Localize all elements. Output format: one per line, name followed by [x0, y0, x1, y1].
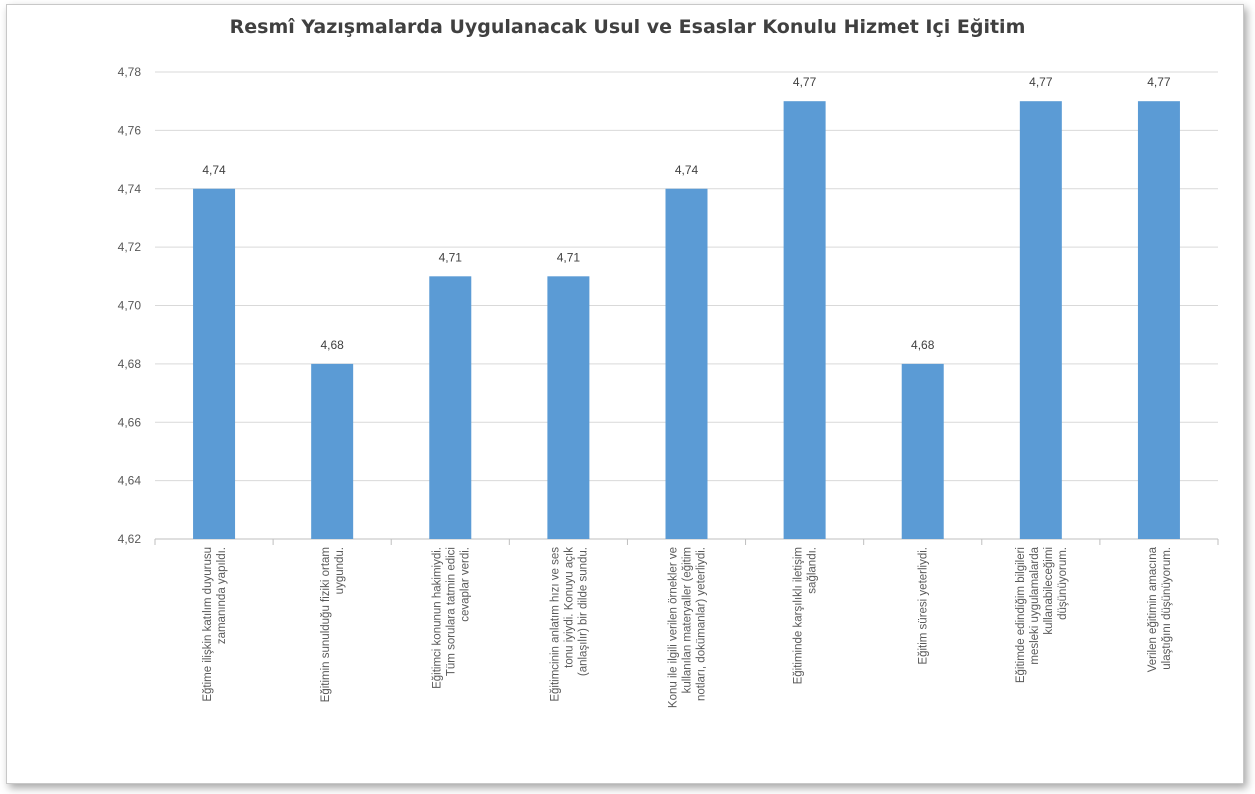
bar: [429, 276, 472, 539]
bar: [311, 363, 354, 539]
x-tick-label-line: Konu ile ilgili verilen örnekler ve: [668, 547, 680, 708]
data-label: 4,68: [320, 338, 344, 352]
bar: [1019, 101, 1062, 539]
x-tick-label-line: (anlaşılır) bir dilde sundu.: [577, 547, 589, 676]
x-tick-label-line: Eğitimde edindiğim bilgileri: [1015, 547, 1027, 683]
x-tick-label: Konu ile ilgili verilen örnekler ve kulla…: [668, 547, 708, 708]
x-tick-label-line: Tüm sorulara tatmin edici: [445, 547, 457, 676]
x-tick-label-line: zamanında yapıldı.: [216, 547, 228, 644]
x-tick-label: Eğtime ilişkin katılım duyurusu zamanında…: [202, 547, 228, 702]
bar: [1137, 101, 1180, 539]
x-tick-label: Eğitim süresi yeterliydi.: [918, 547, 930, 665]
x-tick-label-line: Eğitiminde karşılıklı iletişim: [793, 547, 805, 684]
data-label: 4,77: [1029, 75, 1053, 89]
data-label: 4,77: [1147, 75, 1171, 89]
y-tick-label: 4,62: [118, 532, 142, 546]
x-tick-label: Eğitiminde karşılıklı iletişim sağlandı.: [793, 547, 819, 684]
data-label: 4,74: [202, 163, 226, 177]
data-label: 4,74: [675, 163, 699, 177]
y-tick-label: 4,64: [118, 474, 142, 488]
x-tick-label: Eğitimde edindiğim bilgileri mesleki uygu…: [1015, 546, 1069, 683]
x-tick-label: Eğitimcinin anlatım hızı ve ses tonu iyiy…: [549, 547, 589, 702]
x-tick-label-line: tonu iyiydi. Konuyu açık: [563, 547, 575, 668]
y-tick-label: 4,74: [118, 182, 142, 196]
y-tick-label: 4,78: [118, 65, 142, 79]
data-label: 4,77: [793, 75, 817, 89]
x-tick-label-line: Eğitimci konunun hakimiydi.: [431, 547, 443, 689]
x-tick-label-line: düşünüyorum.: [1057, 547, 1069, 620]
data-label: 4,71: [439, 250, 463, 264]
y-tick-label: 4,76: [118, 123, 142, 137]
x-tick-label-line: Eğitimin sunulduğu fiziki ortam: [320, 547, 332, 702]
bar: [665, 188, 708, 539]
x-tick-label: Verilen eğitimin amacına ulaştığını düşün…: [1147, 546, 1173, 672]
data-label: 4,71: [557, 250, 581, 264]
chart-title: Resmî Yazışmalarda Uygulanacak Usul ve E…: [229, 16, 1026, 38]
x-tick-label-line: cevaplar verdi.: [459, 547, 471, 622]
x-tick-label: Eğitimci konunun hakimiydi. Tüm sorulara …: [431, 547, 471, 689]
bar: [193, 188, 236, 539]
y-tick-label: 4,66: [118, 415, 142, 429]
y-tick-label: 4,68: [118, 357, 142, 371]
x-tick-label-line: ulaştığını düşünüyorum.: [1161, 547, 1173, 670]
data-label: 4,68: [911, 338, 935, 352]
x-tick-label-line: kullanabileceğimi: [1043, 547, 1055, 635]
x-tick-label-line: uygundu.: [334, 547, 346, 594]
bar: [547, 276, 590, 539]
x-tick-label-line: notları, dokümanlar) yeterliydi.: [696, 547, 708, 701]
x-tick-label: Eğitimin sunulduğu fiziki ortam uygundu.: [320, 547, 346, 702]
x-tick-label-line: sağlandı.: [807, 547, 819, 594]
x-tick-label-line: kullanılan materyaller (eğitim: [682, 547, 694, 693]
x-tick-label-line: Verilen eğitimin amacına: [1147, 546, 1159, 672]
x-tick-label-line: Eğitimcinin anlatım hızı ve ses: [549, 547, 561, 702]
x-tick-label-line: Eğtime ilişkin katılım duyurusu: [202, 547, 214, 702]
x-tick-label-line: Eğitim süresi yeterliydi.: [918, 547, 930, 665]
x-tick-label-line: mesleki uygulamalarda: [1029, 546, 1041, 664]
bar: [901, 363, 944, 539]
y-tick-label: 4,70: [118, 299, 142, 313]
bar: [783, 101, 826, 539]
y-tick-label: 4,72: [118, 240, 142, 254]
